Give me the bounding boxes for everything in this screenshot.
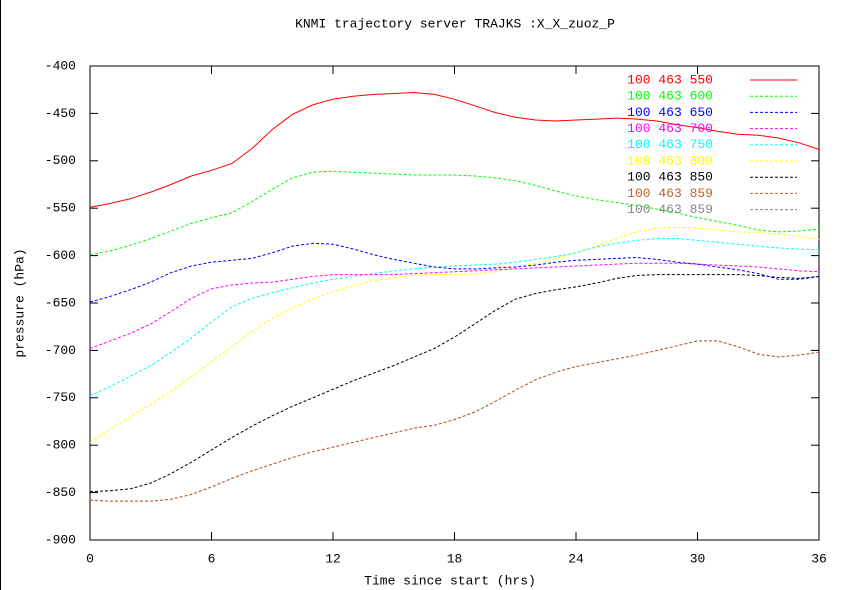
chart-title: KNMI trajectory server TRAJKS :X_X_zuoz_… bbox=[295, 16, 615, 31]
data-line bbox=[89, 170, 820, 256]
y-tick-label: -900 bbox=[45, 532, 76, 547]
legend-label: 100 463 550 bbox=[627, 72, 713, 87]
data-line bbox=[89, 226, 820, 443]
y-tick-label: -400 bbox=[45, 58, 76, 73]
y-tick-label: -650 bbox=[45, 295, 76, 310]
data-line bbox=[89, 274, 820, 493]
data-line bbox=[89, 340, 820, 502]
legend-label: 100 463 600 bbox=[627, 89, 713, 104]
y-tick-label: -800 bbox=[45, 438, 76, 453]
x-tick-label: 30 bbox=[690, 551, 706, 566]
y-tick-label: -550 bbox=[45, 201, 76, 216]
x-tick-label: 0 bbox=[86, 551, 94, 566]
legend-label: 100 463 859 bbox=[627, 202, 713, 217]
legend-label: 100 463 650 bbox=[627, 105, 713, 120]
x-tick-label: 18 bbox=[447, 551, 463, 566]
y-tick-label: -850 bbox=[45, 485, 76, 500]
y-tick-label: -500 bbox=[45, 153, 76, 168]
x-tick-label: 36 bbox=[811, 551, 827, 566]
y-tick-label: -700 bbox=[45, 343, 76, 358]
data-line bbox=[89, 242, 820, 303]
x-tick-label: 12 bbox=[325, 551, 341, 566]
y-tick-label: -750 bbox=[45, 390, 76, 405]
x-tick-label: 24 bbox=[568, 551, 584, 566]
y-axis-label: pressure (hPa) bbox=[12, 248, 27, 357]
x-axis-label: Time since start (hrs) bbox=[364, 573, 536, 588]
data-line bbox=[89, 238, 820, 397]
legend-label: 100 463 850 bbox=[627, 170, 713, 185]
data-line bbox=[89, 340, 820, 502]
data-line bbox=[89, 91, 820, 208]
legend-label: 100 463 750 bbox=[627, 137, 713, 152]
x-tick-label: 6 bbox=[208, 551, 216, 566]
y-tick-label: -450 bbox=[45, 106, 76, 121]
data-line bbox=[89, 262, 820, 349]
legend-label: 100 463 800 bbox=[627, 153, 713, 168]
y-tick-label: -600 bbox=[45, 248, 76, 263]
legend-label: 100 463 859 bbox=[627, 186, 713, 201]
legend-label: 100 463 700 bbox=[627, 121, 713, 136]
